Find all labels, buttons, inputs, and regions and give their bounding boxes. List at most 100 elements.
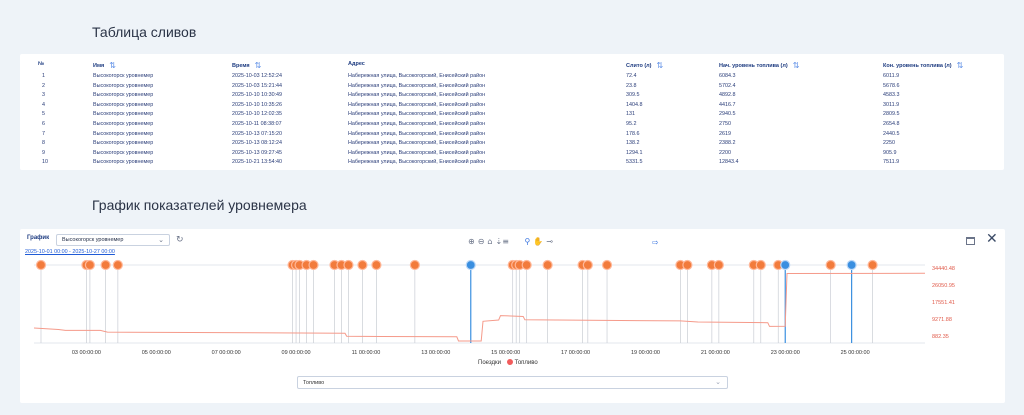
refill-marker[interactable] — [846, 259, 857, 271]
cell-name: Высокогорск уровнемер — [93, 121, 154, 127]
chevron-down-icon: ⌄ — [158, 237, 164, 244]
search-icon[interactable]: ⚲ — [524, 237, 531, 246]
col-header-address[interactable]: Адрес — [348, 61, 365, 67]
cell-drained: 5331.5 — [626, 159, 643, 166]
zoom-in-icon[interactable]: ⊕ — [468, 237, 475, 246]
cell-num: 3 — [42, 92, 45, 99]
x-tick-label: 17 00:00:00 — [561, 350, 590, 356]
drain-marker[interactable] — [357, 259, 368, 271]
drain-marker[interactable] — [713, 259, 724, 271]
drain-marker[interactable] — [867, 259, 878, 271]
cell-start-level: 2750 — [719, 121, 731, 127]
drain-marker[interactable] — [112, 259, 123, 271]
cell-start-level: 2619 — [719, 130, 731, 137]
drain-marker[interactable] — [682, 259, 693, 271]
cell-end-level: 2809.5 — [883, 111, 900, 118]
chart-card: График Высокогорск уровнемер ⌄ ↻ 2025-10… — [20, 229, 1005, 403]
cell-drained: 72.4 — [626, 73, 637, 79]
zoom-out-icon[interactable]: ⊖ — [477, 237, 485, 246]
legend-trips[interactable]: Поездки — [478, 360, 501, 366]
fuel-chart[interactable]: 03 00:00:00 05 00:00:00 07 00:00:00 09 00:0… — [20, 229, 1005, 403]
chart-title: График показателей уровнемера — [92, 197, 307, 213]
cell-num: 5 — [42, 111, 45, 118]
home-icon[interactable]: ⌂ — [487, 237, 493, 246]
drain-marker[interactable] — [542, 259, 553, 271]
sort-icon[interactable]: ⇅ — [254, 61, 262, 70]
link-icon[interactable]: ⊸ — [546, 237, 553, 246]
cell-num: 10 — [42, 159, 48, 166]
x-tick-label: 09 00:00:00 — [282, 350, 311, 356]
x-tick-label: 05 00:00:00 — [142, 350, 171, 356]
col-header-start-level[interactable]: Нач. уровень топлива (л) ⇅ — [719, 61, 800, 70]
cell-num: 8 — [42, 140, 45, 147]
cell-name: Высокогорск уровнемер — [93, 140, 154, 147]
col-header-end-level[interactable]: Кон. уровень топлива (л) ⇅ — [883, 61, 964, 70]
sort-icon[interactable]: ⇅ — [956, 61, 964, 70]
cell-end-level: 5678.6 — [883, 82, 900, 89]
x-tick-label: 11 00:00:00 — [352, 350, 381, 356]
cell-name: Высокогорск уровнемер — [93, 111, 154, 118]
cell-end-level: 3011.9 — [883, 101, 900, 108]
refill-marker[interactable] — [780, 259, 791, 271]
x-tick-label: 15 00:00:00 — [491, 350, 520, 356]
hand-icon[interactable]: ✋ — [533, 237, 544, 246]
cell-time: 2025-10-03 12:52:24 — [232, 73, 283, 79]
chart-toolbar: ⊕ ⊖ ⌂ ⇣≡ ⚲ ✋ ⊸ — [468, 237, 556, 246]
sort-icon[interactable]: ⇅ — [792, 61, 800, 70]
cell-start-level: 2388.2 — [719, 140, 736, 147]
cell-name: Высокогорск уровнемер — [93, 82, 154, 89]
cell-time: 2025-10-03 15:21:44 — [232, 82, 283, 89]
y-tick-label: 26050.95 — [932, 283, 955, 289]
metric-select[interactable]: Топливо ⌄ — [297, 376, 728, 389]
sort-icon[interactable]: ⇅ — [109, 61, 116, 70]
x-tick-label: 13 00:00:00 — [421, 350, 450, 356]
drain-marker[interactable] — [601, 259, 613, 271]
window-icon[interactable] — [966, 237, 975, 245]
cell-name: Высокогорск уровнемер — [93, 159, 154, 166]
cell-drained: 178.6 — [626, 130, 640, 137]
drain-marker[interactable] — [521, 259, 532, 271]
legend-fuel[interactable]: Топливо — [514, 360, 538, 366]
cell-drained: 131 — [626, 111, 635, 118]
cell-address: Набережная улица, Высокогорский, Енисейс… — [348, 92, 486, 99]
cell-end-level: 4583.3 — [883, 92, 900, 99]
x-tick-label: 07 00:00:00 — [212, 350, 241, 356]
cell-name: Высокогорск уровнемер — [93, 101, 154, 108]
drain-marker[interactable] — [84, 259, 96, 271]
drain-marker[interactable] — [825, 259, 836, 271]
col-header-num[interactable]: № — [38, 61, 45, 67]
cell-time: 2025-10-11 08:38:07 — [232, 121, 282, 127]
col-header-drained[interactable]: Слито (л) ⇅ — [626, 61, 664, 70]
cell-address: Набережная улица, Высокогорский, Енисейс… — [348, 82, 486, 89]
drain-marker[interactable] — [308, 259, 319, 271]
col-header-time[interactable]: Время ⇅ — [232, 61, 262, 70]
device-select-value: Высокогорск уровнемер — [62, 237, 124, 243]
fuel-series-line[interactable] — [33, 272, 926, 342]
drain-marker[interactable] — [35, 259, 47, 271]
drain-marker[interactable] — [100, 259, 111, 271]
cell-name: Высокогорск уровнемер — [93, 130, 154, 137]
drain-marker[interactable] — [582, 259, 593, 271]
drain-marker[interactable] — [755, 259, 766, 271]
close-icon[interactable]: ✕ — [986, 231, 998, 247]
col-header-name[interactable]: Имя ⇅ — [93, 61, 116, 70]
chart-legend[interactable]: Поездки Топливо — [478, 359, 538, 366]
cell-drained: 138.2 — [626, 140, 640, 147]
device-select[interactable]: Высокогорск уровнемер ⌄ — [56, 234, 170, 246]
cell-end-level: 2440.5 — [883, 130, 900, 137]
date-range-link[interactable]: 2025-10-01 00:00 - 2025-10-27 00:00 — [25, 249, 115, 255]
cell-end-level: 2654.8 — [883, 121, 900, 127]
refill-marker[interactable] — [465, 259, 476, 271]
drain-marker[interactable] — [371, 259, 382, 271]
cell-time: 2025-10-13 09:27:45 — [232, 149, 283, 156]
sort-icon[interactable]: ⇅ — [656, 61, 664, 70]
drain-marker[interactable] — [343, 259, 354, 271]
cell-start-level: 2940.5 — [719, 111, 736, 118]
download-icon[interactable]: ⇣≡ — [495, 237, 509, 246]
drain-marker[interactable] — [409, 259, 420, 271]
cell-address: Набережная улица, Высокогорский, Енисейс… — [348, 111, 486, 118]
cell-num: 9 — [42, 149, 45, 156]
x-tick-label: 25 00:00:00 — [841, 350, 870, 356]
refresh-icon[interactable]: ↻ — [176, 235, 184, 245]
export-icon[interactable]: ⇨ — [652, 238, 659, 247]
